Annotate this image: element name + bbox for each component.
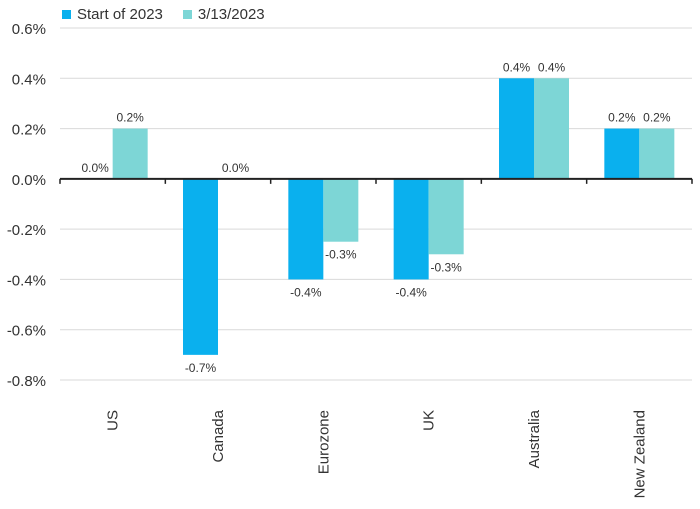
x-tick-label: UK: [421, 410, 438, 431]
bar: [534, 78, 569, 179]
legend-item-start-of-2023: Start of 2023: [62, 6, 163, 23]
data-label: -0.3%: [430, 260, 462, 274]
data-label: 0.2%: [643, 111, 671, 125]
bar: [604, 128, 640, 179]
data-label: 0.2%: [608, 111, 636, 125]
data-label: -0.7%: [185, 361, 217, 375]
bar: [428, 178, 464, 255]
data-label: -0.4%: [290, 285, 322, 299]
bar: [639, 128, 675, 179]
y-tick-label: 0.2%: [12, 122, 46, 139]
data-label: 0.4%: [538, 60, 566, 74]
legend-swatch-start-of-2023: [62, 10, 71, 19]
x-tick-label: New Zealand: [631, 410, 648, 498]
x-tick-label: Canada: [210, 409, 227, 462]
legend: Start of 2023 3/13/2023: [62, 6, 285, 23]
data-label: 0.2%: [116, 111, 144, 125]
bar: [499, 78, 534, 179]
bar: [323, 178, 359, 242]
x-tick-label: US: [105, 410, 122, 431]
data-label: 0.4%: [503, 60, 531, 74]
legend-swatch-3-13-2023: [182, 10, 192, 19]
data-label: -0.4%: [395, 285, 427, 299]
data-label: 0.0%: [222, 161, 250, 175]
y-tick-label: -0.2%: [7, 222, 46, 239]
bar: [183, 178, 218, 355]
legend-label-3-13-2023: 3/13/2023: [197, 6, 265, 23]
y-tick-label: -0.8%: [7, 373, 46, 390]
bar: [393, 178, 429, 280]
data-label: -0.3%: [325, 248, 357, 262]
bar: [288, 178, 324, 280]
x-tick-label: Australia: [526, 409, 543, 468]
y-tick-label: -0.4%: [7, 272, 46, 289]
y-tick-label: 0.0%: [12, 172, 46, 189]
y-tick-label: 0.4%: [12, 71, 46, 88]
data-label: 0.0%: [81, 161, 109, 175]
y-tick-label: 0.6%: [12, 21, 46, 38]
y-tick-label: -0.6%: [7, 323, 46, 340]
legend-item-3-13-2023: 3/13/2023: [182, 6, 265, 23]
bar: [112, 128, 148, 179]
legend-label-start-of-2023: Start of 2023: [77, 6, 163, 23]
x-tick-label: Eurozone: [315, 410, 332, 474]
